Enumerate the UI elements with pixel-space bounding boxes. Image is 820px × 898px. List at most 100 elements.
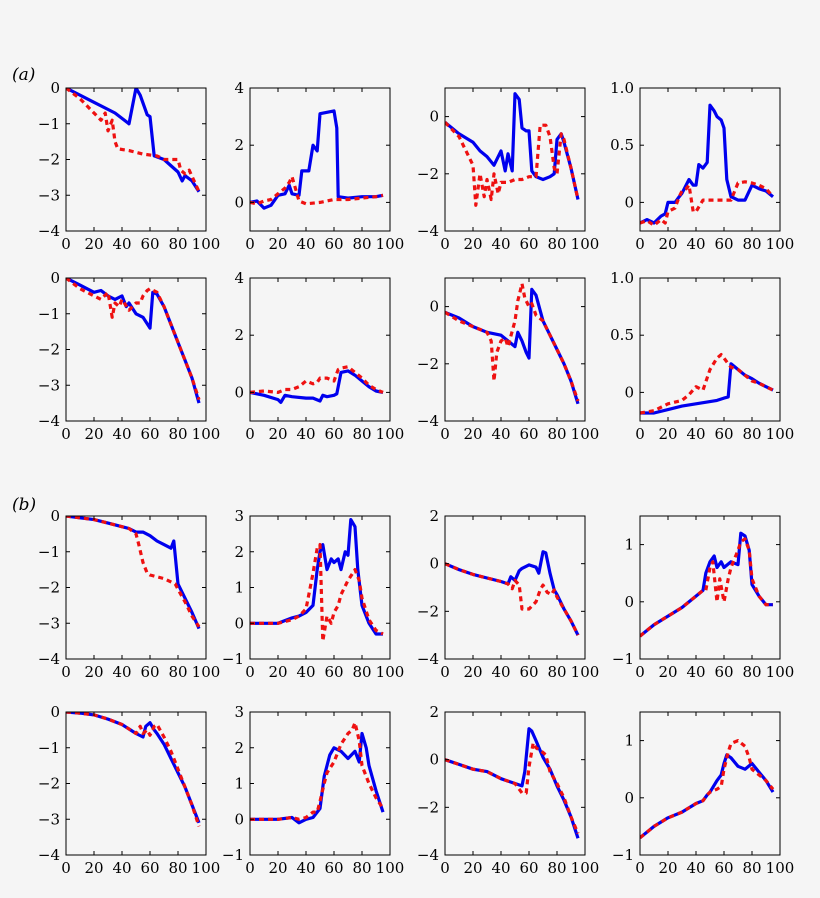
y-tick-label: 0 <box>234 810 244 828</box>
subplot-a-xx-b: 0 20 40 60 80 100 0 2 4 <box>234 79 404 253</box>
x-tick-label: 40 <box>112 235 131 253</box>
y-tick-label: 0 <box>624 383 634 401</box>
subplot-a-xx-Kbar: 0 20 40 60 80 100 0 −2 −4 <box>417 87 599 253</box>
y-tick-label: 2 <box>234 136 244 154</box>
y-tick-label: 0 <box>234 193 244 211</box>
x-tick-label: 60 <box>140 235 159 253</box>
plot-frame <box>249 711 391 856</box>
x-tick-label: 0 <box>245 663 255 681</box>
x-tick-label: 0 <box>245 235 255 253</box>
x-tick-label: 20 <box>463 859 482 877</box>
x-tick-label: 60 <box>324 425 343 443</box>
x-tick-label: 20 <box>463 425 482 443</box>
plot-frame <box>65 277 207 422</box>
y-tick-label: −1 <box>612 650 634 668</box>
x-tick-label: 0 <box>245 425 255 443</box>
x-tick-label: 60 <box>140 425 159 443</box>
y-tick-label: −4 <box>38 650 60 668</box>
x-tick-label: 40 <box>686 663 705 681</box>
x-tick-label: 0 <box>440 235 450 253</box>
x-tick-label: 0 <box>635 235 645 253</box>
plot-frame <box>249 277 391 422</box>
x-tick-label: 60 <box>324 235 343 253</box>
panel-label-b: (b) <box>12 495 36 515</box>
x-tick-label: 100 <box>766 859 795 877</box>
y-tick-label: 0 <box>50 507 60 525</box>
x-tick-label: 80 <box>742 235 761 253</box>
y-tick-label: 1.0 <box>610 269 634 287</box>
x-tick-label: 80 <box>352 425 371 443</box>
x-tick-label: 60 <box>519 663 538 681</box>
x-tick-label: 0 <box>635 425 645 443</box>
y-tick-label: −2 <box>38 775 60 793</box>
y-tick-label: 1.0 <box>610 79 634 97</box>
x-tick-label: 100 <box>192 663 221 681</box>
x-tick-label: 60 <box>324 663 343 681</box>
series-line-solid <box>445 92 580 200</box>
subplot-a-xx-bbar: 0 20 40 60 80 100 0 0.5 1.0 <box>610 79 794 253</box>
y-tick-label: −2 <box>38 579 60 597</box>
y-tick-label: 2 <box>234 543 244 561</box>
y-tick-label: 0 <box>624 593 634 611</box>
x-tick-label: 40 <box>686 235 705 253</box>
plot-frame <box>249 515 391 660</box>
panel-label-a: (a) <box>12 65 35 85</box>
y-tick-label: −3 <box>38 376 60 394</box>
y-tick-label: −4 <box>38 412 60 430</box>
y-tick-label: 1 <box>624 536 634 554</box>
y-tick-label: −1 <box>222 650 244 668</box>
y-tick-label: 0.5 <box>610 326 634 344</box>
x-tick-label: 100 <box>766 235 795 253</box>
x-tick-label: 100 <box>376 425 405 443</box>
plot-frame <box>639 515 781 660</box>
series-line-solid <box>66 88 201 193</box>
y-tick-label: 1 <box>234 579 244 597</box>
plot-frame <box>444 515 586 660</box>
y-tick-label: 0 <box>429 751 439 769</box>
series-line-solid <box>66 516 201 630</box>
x-tick-label: 100 <box>376 859 405 877</box>
series-line-dashed <box>640 537 773 638</box>
y-tick-label: −2 <box>38 341 60 359</box>
x-tick-label: 80 <box>547 859 566 877</box>
x-tick-label: 40 <box>112 859 131 877</box>
y-tick-label: 4 <box>234 79 244 97</box>
series-line-dashed <box>640 739 775 840</box>
x-tick-label: 0 <box>61 235 71 253</box>
series-line-dashed <box>250 543 384 643</box>
series-line-solid <box>250 109 384 210</box>
subplot-a-xx-K: 0 20 40 60 80 100 0 −1 −2 −3 −4 <box>38 79 220 253</box>
series-line-solid <box>250 369 384 404</box>
y-tick-label: 0 <box>234 383 244 401</box>
x-tick-label: 0 <box>440 425 450 443</box>
series-line-dashed <box>250 721 385 821</box>
x-tick-label: 80 <box>168 663 187 681</box>
y-tick-label: −3 <box>38 614 60 632</box>
y-tick-label: −4 <box>417 222 439 240</box>
series-line-dashed <box>640 180 775 227</box>
y-tick-label: 2 <box>234 326 244 344</box>
x-tick-label: 80 <box>742 663 761 681</box>
x-tick-label: 100 <box>766 663 795 681</box>
series-line-solid <box>250 518 383 636</box>
subplot-a-yy-bbar: 0 20 40 60 80 100 0 0.5 1.0 <box>610 269 794 443</box>
x-tick-label: 40 <box>491 859 510 877</box>
y-tick-label: 3 <box>234 507 244 525</box>
x-tick-label: 40 <box>491 425 510 443</box>
plot-frame <box>65 87 207 232</box>
plot-frame <box>444 711 586 856</box>
y-tick-label: −4 <box>417 846 439 864</box>
y-tick-label: 0 <box>624 193 634 211</box>
plot-frame <box>639 87 781 232</box>
y-tick-label: 3 <box>234 703 244 721</box>
series-line-dashed <box>250 365 384 394</box>
series-line-dashed <box>445 741 580 835</box>
y-tick-label: 1 <box>624 732 634 750</box>
plot-frame <box>249 87 391 232</box>
x-tick-label: 60 <box>519 425 538 443</box>
x-tick-label: 40 <box>686 859 705 877</box>
y-tick-label: −2 <box>417 602 439 620</box>
